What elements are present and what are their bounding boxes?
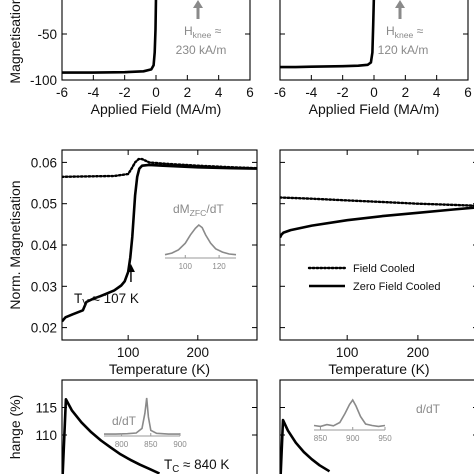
inset-title: dMZFC/dT — [173, 202, 224, 218]
series-line-zero-field-cooled — [280, 206, 474, 239]
x-tick-label: 100 — [117, 345, 140, 360]
inset-label: d/dT — [416, 402, 441, 416]
inset-tick-label: 100 — [179, 262, 193, 271]
inset-dm-zfc-dt: 100 120 — [164, 223, 237, 271]
x-tick-label: 2 — [184, 85, 192, 100]
y-tick-label: 110 — [35, 428, 57, 443]
x-tick-label: 4 — [433, 85, 441, 100]
y-tick-label: 115 — [35, 401, 57, 416]
h-knee-label: Hknee ≈ — [184, 24, 222, 40]
inset-tick-label: 900 — [173, 440, 187, 449]
inset-tick-label: 900 — [346, 434, 360, 443]
series-line-field-cooled — [62, 157, 257, 179]
y-tick-label: 0.02 — [31, 321, 57, 336]
x-axis-label: Applied Field (MA/m) — [91, 101, 222, 117]
y-tick-label: 0.06 — [31, 155, 57, 170]
h-knee-value: 230 kA/m — [176, 43, 227, 57]
inset-tick-label: 950 — [378, 434, 392, 443]
y-axis-label: Norm. Magnetisation — [7, 180, 23, 309]
inset-curve — [313, 398, 386, 428]
x-axis-label: Applied Field (MA/m) — [309, 101, 440, 117]
y-axis-label: hange (%) — [7, 395, 23, 460]
y-axis-label: Magnetisation — [7, 0, 23, 84]
series-line — [280, 418, 331, 474]
tv-arrowhead — [126, 264, 135, 272]
x-axis-label: Temperature (K) — [328, 361, 429, 377]
series-line — [280, 0, 376, 69]
panel-ch-b — [279, 379, 474, 474]
x-tick-label: 200 — [407, 345, 430, 360]
x-tick-label: -6 — [274, 85, 286, 100]
tc-label: TC ≈ 840 K — [164, 457, 229, 474]
x-tick-label: -4 — [305, 85, 317, 100]
inset-tick-label: 800 — [115, 440, 129, 449]
x-tick-label: 100 — [336, 345, 359, 360]
plot-frame — [279, 149, 474, 341]
tv-label: TV ≈ 107 K — [74, 291, 139, 309]
y-tick-label: -50 — [37, 27, 57, 42]
h-knee-arrowhead — [193, 0, 203, 8]
series-line-field-cooled — [280, 196, 474, 207]
x-tick-label: -6 — [56, 85, 68, 100]
inset-tick-label: 850 — [144, 440, 158, 449]
panel-mt-a: 100 200 0.06 0.05 0.04 0.03 0.02 Temperature (K… — [7, 149, 258, 377]
x-axis-label: Temperature (K) — [109, 361, 210, 377]
legend-label: Zero Field Cooled — [353, 281, 440, 293]
h-knee-label: Hknee ≈ — [386, 24, 424, 40]
inset-curve — [164, 223, 237, 256]
inset-tick-label: 850 — [314, 434, 328, 443]
plot-frame — [61, 149, 258, 341]
series-line-zero-field-cooled — [62, 163, 257, 323]
h-knee-value: 120 kA/m — [378, 43, 429, 57]
x-tick-label: 200 — [187, 345, 210, 360]
inset-d-dt-a: 800 850 900 — [104, 397, 187, 449]
x-tick-label: 4 — [215, 85, 223, 100]
inset-curve — [104, 397, 180, 435]
plot-frame — [279, 379, 474, 474]
x-tick-label: 0 — [152, 85, 160, 100]
h-knee-arrowhead — [395, 0, 405, 8]
y-tick-label: 0.05 — [31, 197, 57, 212]
x-tick-label: 6 — [464, 85, 472, 100]
y-tick-label: 0.03 — [31, 279, 57, 294]
inset-label: d/dT — [112, 414, 137, 428]
series-line — [62, 397, 161, 474]
x-tick-label: -2 — [119, 85, 131, 100]
panel-mh-a: -6 -4 -2 0 2 4 6 -50 -100 Applied Field (MA/m) Mag… — [7, 0, 254, 117]
inset-d-dt-b: 850 900 950 — [313, 398, 392, 443]
x-tick-label: 2 — [402, 85, 410, 100]
x-tick-label: 6 — [246, 85, 254, 100]
series-line — [62, 0, 158, 74]
y-tick-label: 0.04 — [31, 238, 58, 253]
panel-mh-b: -6 -4 -2 0 2 4 6 Applied Field (MA/m) — [274, 0, 472, 117]
x-tick-label: -4 — [87, 85, 99, 100]
legend-label: Field Cooled — [353, 263, 415, 275]
inset-tick-label: 120 — [212, 262, 226, 271]
x-tick-label: -2 — [337, 85, 349, 100]
legend: Field Cooled Zero Field Cooled — [307, 263, 440, 293]
x-tick-label: 0 — [370, 85, 378, 100]
panel-ch-a: 115 110 hange (%) — [7, 379, 258, 474]
y-tick-label: -100 — [30, 73, 57, 88]
